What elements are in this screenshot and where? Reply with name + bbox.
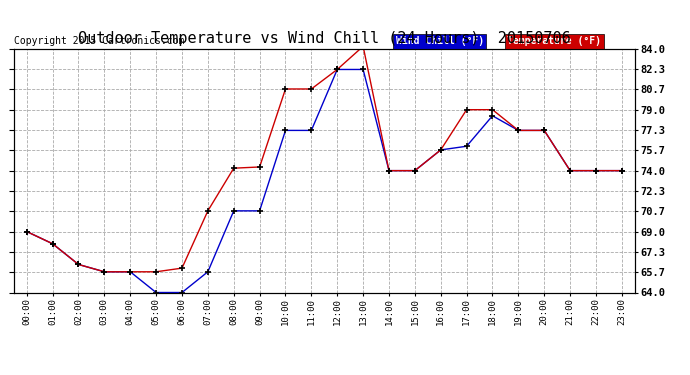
Title: Outdoor Temperature vs Wind Chill (24 Hours)  20150706: Outdoor Temperature vs Wind Chill (24 Ho… [78, 31, 571, 46]
Text: Temperature (°F): Temperature (°F) [508, 36, 602, 46]
Text: Wind Chill (°F): Wind Chill (°F) [396, 36, 484, 46]
Text: Copyright 2015 Cartronics.com: Copyright 2015 Cartronics.com [14, 36, 184, 46]
